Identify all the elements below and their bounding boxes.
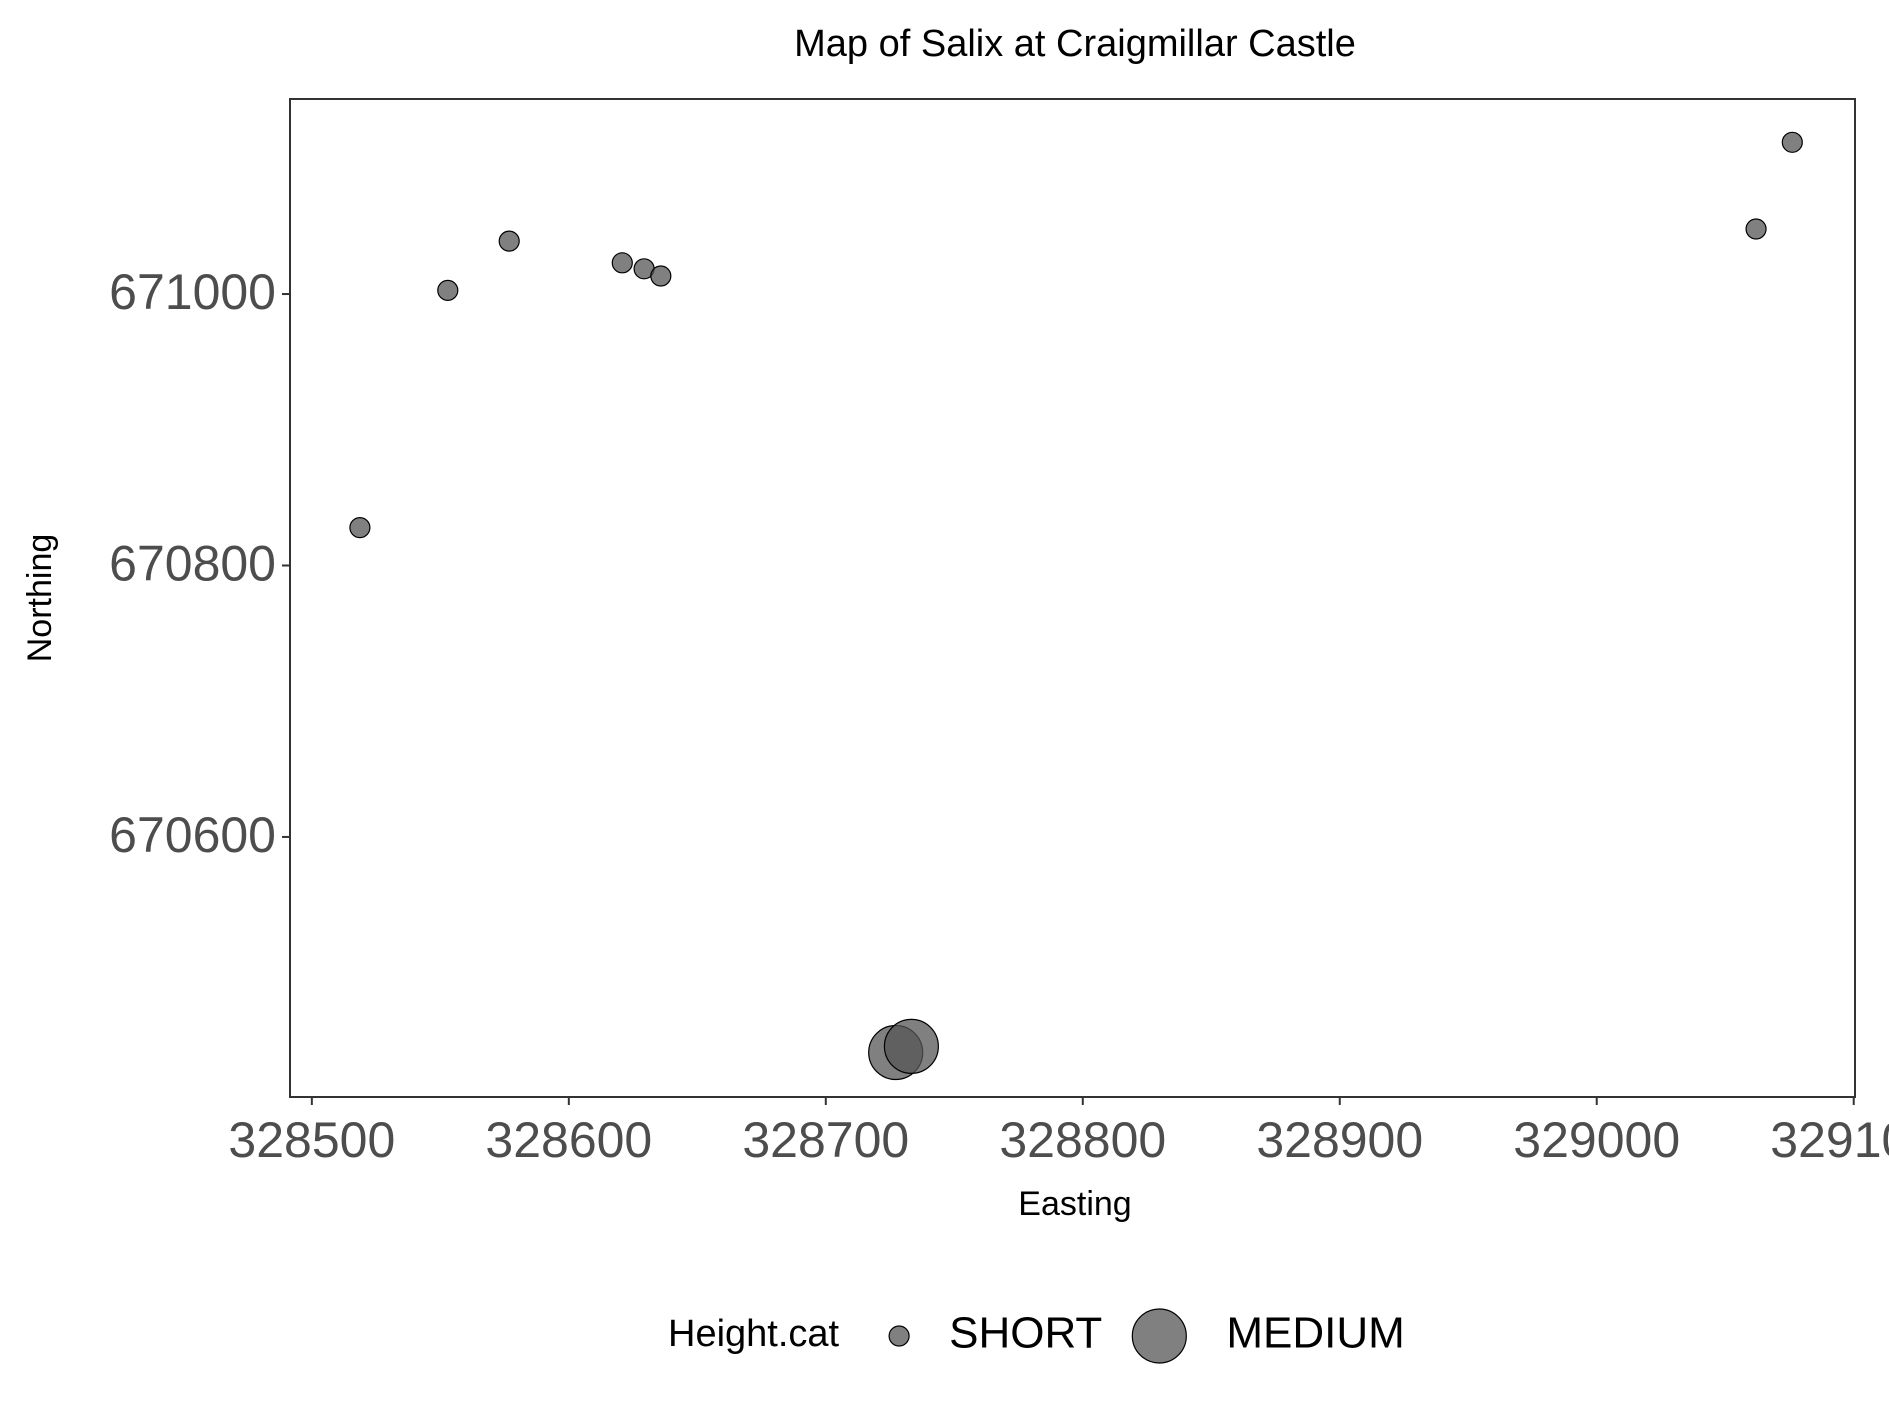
- x-axis-title: Easting: [1018, 1185, 1131, 1223]
- point: [611, 252, 633, 274]
- legend-label: SHORT: [949, 1309, 1102, 1358]
- x-tick-label: 328500: [228, 1112, 395, 1168]
- y-tick-label: 670600: [109, 807, 276, 863]
- legend-title: Height.cat: [668, 1313, 840, 1355]
- point: [883, 1018, 939, 1074]
- point: [437, 279, 459, 301]
- point: [498, 230, 520, 252]
- point: [1745, 218, 1767, 240]
- point: [349, 517, 371, 539]
- x-tick-label: 328900: [1256, 1112, 1423, 1168]
- legend-key: [888, 1325, 910, 1347]
- y-tick-label: 671000: [109, 264, 276, 320]
- point: [1781, 131, 1803, 153]
- x-tick-label: 328700: [742, 1112, 909, 1168]
- y-tick-label: 670800: [109, 536, 276, 592]
- x-tick-label: 329100: [1770, 1112, 1889, 1168]
- chart-title: Map of Salix at Craigmillar Castle: [794, 23, 1356, 65]
- point: [650, 265, 672, 287]
- plot-panel: [289, 98, 1856, 1098]
- legend-key: [1131, 1308, 1187, 1364]
- x-tick-label: 329000: [1513, 1112, 1680, 1168]
- x-tick-label: 328800: [999, 1112, 1166, 1168]
- legend-label: MEDIUM: [1226, 1309, 1404, 1358]
- y-axis-title: Northing: [21, 534, 59, 663]
- x-tick-label: 328600: [485, 1112, 652, 1168]
